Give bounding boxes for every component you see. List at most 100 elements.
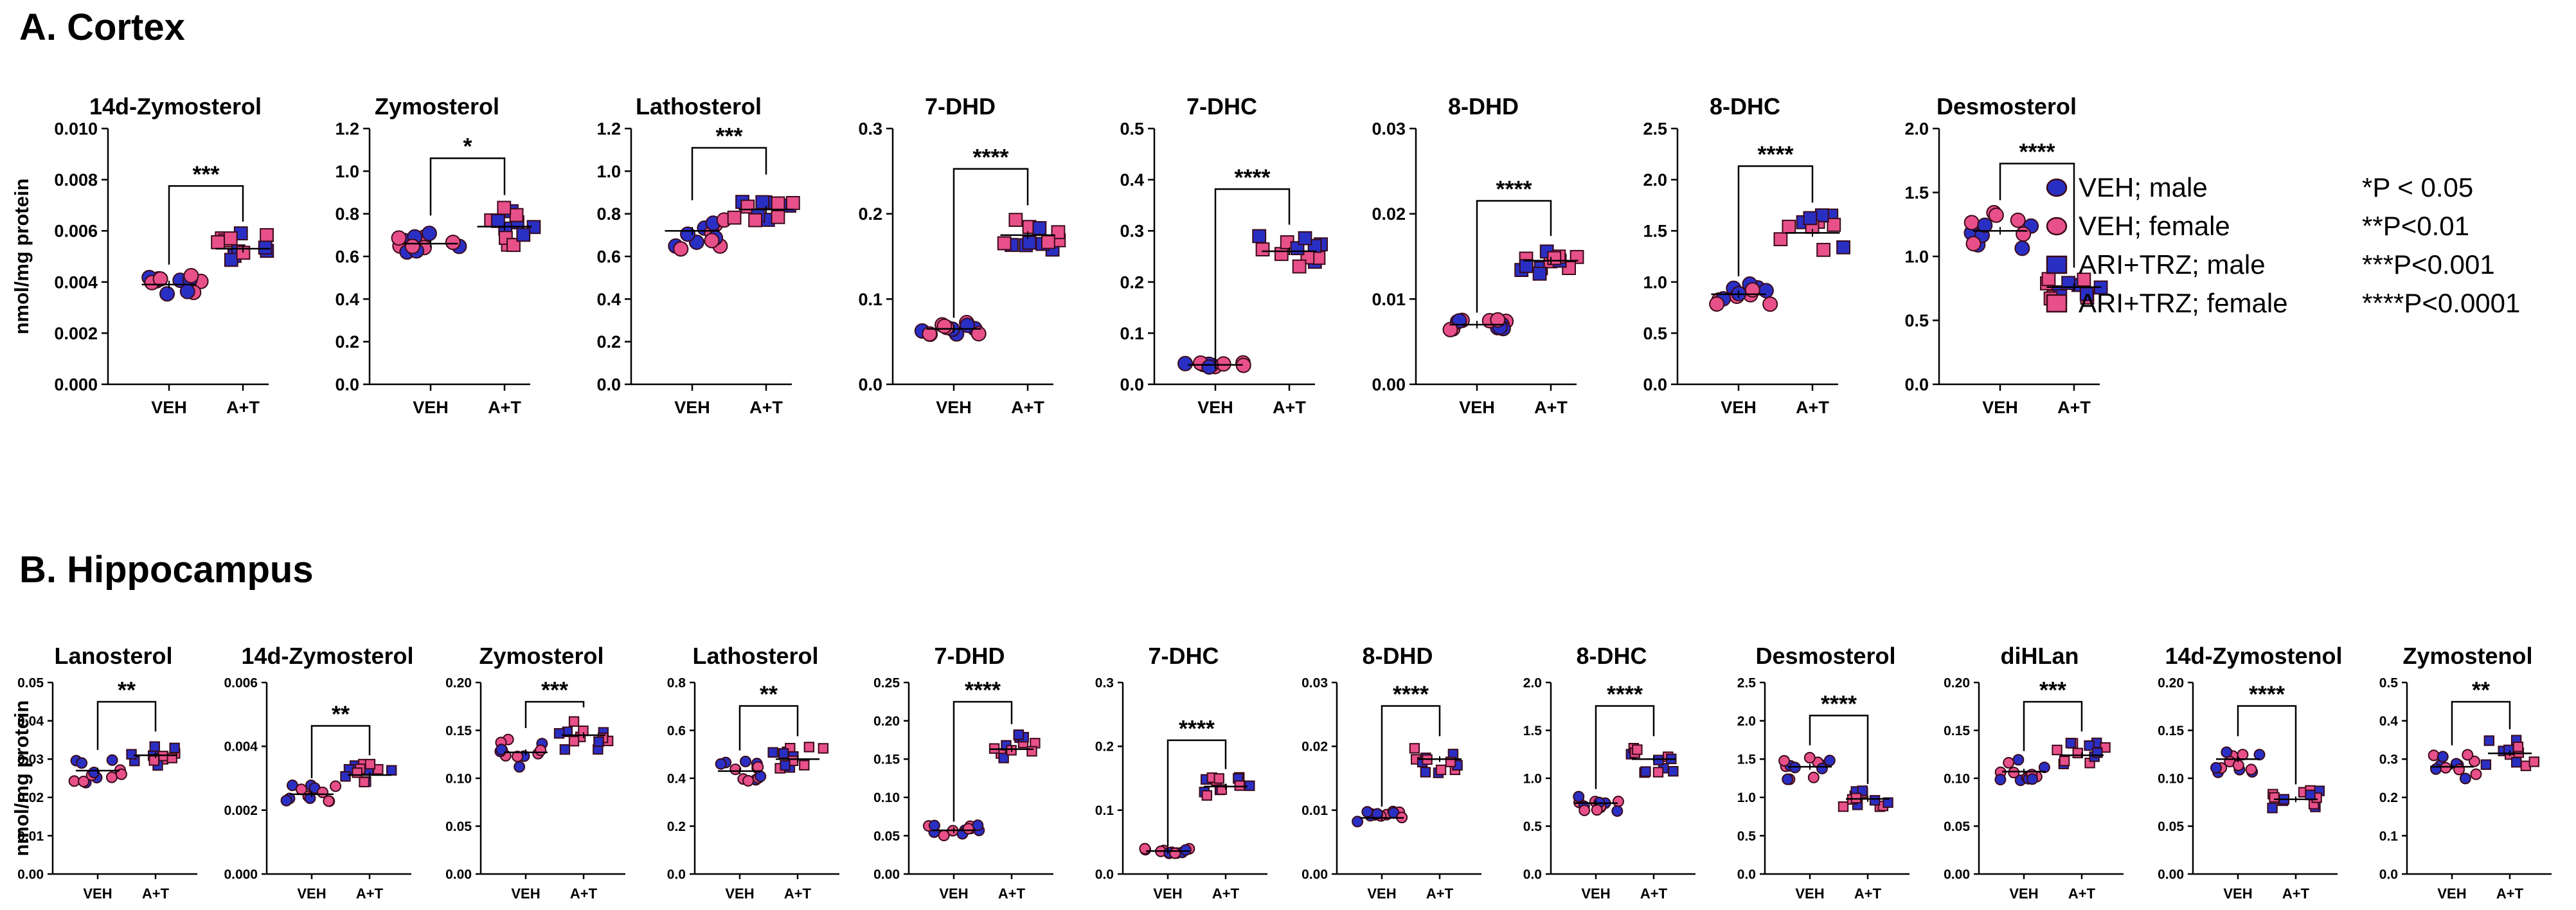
y-tick-label: 0.5: [1523, 819, 1543, 834]
y-tick-label: 0.4: [2379, 714, 2399, 729]
y-tick-label: 0.20: [873, 714, 900, 729]
y-tick-label: 0.4: [596, 290, 621, 309]
data-point-at: [997, 236, 1012, 251]
data-point-at: [559, 744, 571, 755]
y-tick-label: 0.5: [1737, 829, 1757, 844]
y-tick-label: 0.2: [2379, 790, 2398, 805]
y-tick-label: 0.6: [667, 724, 686, 738]
y-tick-label: 0.1: [1095, 803, 1114, 818]
y-tick-label: 0.20: [445, 675, 472, 690]
data-point-at: [223, 231, 238, 245]
data-point-at: [803, 742, 815, 753]
data-point-veh: [1994, 774, 2007, 786]
data-point-veh: [391, 230, 407, 246]
significance-legend-label: *P < 0.05: [2362, 172, 2473, 202]
data-point-veh: [421, 226, 437, 242]
data-point-at: [2511, 756, 2522, 768]
data-point-at: [1814, 208, 1829, 222]
legend-square-icon: [2046, 294, 2068, 313]
data-point-veh: [2016, 226, 2032, 242]
x-tick-label: VEH: [936, 398, 972, 417]
data-point-veh: [752, 761, 764, 773]
data-point-at: [1869, 795, 1881, 806]
y-tick-label: 0.4: [335, 290, 359, 309]
data-point-at: [1409, 743, 1420, 754]
x-tick-label: VEH: [413, 398, 449, 417]
y-tick-label: 0.00: [1301, 867, 1328, 882]
data-point-veh: [535, 744, 547, 756]
y-tick-label: 0.0: [858, 375, 882, 394]
data-point-veh: [715, 758, 727, 770]
legend-item: ARI+TRZ; female: [2046, 288, 2288, 318]
y-tick-label: 0.2: [1120, 272, 1144, 292]
legend: VEH; male VEH; female ARI+TRZ; male ARI+TRZ…: [2046, 172, 2520, 318]
data-point-at: [352, 767, 362, 778]
data-point-veh: [1201, 359, 1217, 375]
panel-title: Lanosterol: [54, 643, 172, 669]
x-tick-label: A+T: [1534, 398, 1568, 417]
y-tick-label: 0.05: [17, 675, 44, 690]
section-title: B. Hippocampus: [19, 549, 314, 591]
significance-stars: ****: [1496, 176, 1532, 202]
data-point-at: [755, 195, 770, 210]
panel-title: 14d-Zymosterol: [89, 93, 262, 120]
data-point-veh: [159, 286, 175, 302]
panel-8-dhd: 8-DHD 0.00 0.01 0.02 0.03 VEH A+T ****: [1301, 643, 1481, 902]
data-point-at: [2052, 744, 2062, 756]
y-tick-label: 0.0: [1904, 375, 1929, 394]
x-tick-label: VEH: [1197, 398, 1233, 417]
significance-stars: ****: [1179, 715, 1215, 742]
data-point-at: [149, 741, 160, 752]
panel-7-dhd: 7-DHD 0.0 0.1 0.2 0.3 VEH A+T ****: [858, 93, 1066, 417]
panel-zymosterol: Zymosterol 0.0 0.2 0.4 0.6 0.8 1.0 1.2 VEH A+T *: [335, 93, 541, 417]
data-point-veh: [928, 819, 940, 832]
data-point-at: [767, 747, 778, 758]
y-tick-label: 0.0: [1523, 867, 1542, 882]
x-tick-label: A+T: [1011, 398, 1044, 417]
x-tick-label: A+T: [1273, 398, 1306, 417]
x-tick-label: A+T: [2496, 886, 2524, 902]
data-point-veh: [1139, 843, 1151, 855]
y-tick-label: 0.02: [1372, 204, 1406, 224]
y-tick-label: 1.5: [1904, 183, 1929, 202]
data-point-veh: [514, 761, 526, 773]
data-point-veh: [2010, 212, 2026, 228]
data-point-at: [568, 716, 580, 727]
data-point-at: [771, 196, 785, 211]
data-point-at: [1519, 259, 1534, 273]
data-point-at: [2483, 735, 2495, 746]
y-tick-label: 0.3: [858, 119, 882, 138]
y-tick-label: 0.000: [224, 867, 258, 882]
y-tick-label: 0.03: [17, 753, 44, 767]
panel-title: 7-DHC: [1148, 643, 1219, 669]
y-tick-label: 0.15: [873, 753, 900, 767]
x-tick-label: A+T: [2057, 398, 2091, 417]
significance-bracket: [1381, 705, 1441, 807]
x-tick-label: A+T: [749, 398, 783, 417]
panel-8-dhd: 8-DHD 0.00 0.01 0.02 0.03 VEH A+T ****: [1372, 93, 1584, 417]
panel-title: 8-DHD: [1448, 93, 1519, 120]
y-tick-label: 0.2: [596, 332, 621, 352]
data-point-at: [1773, 232, 1788, 247]
y-tick-label: 0.0: [1120, 375, 1144, 394]
y-tick-label: 1.0: [1904, 247, 1929, 266]
data-point-at: [1547, 251, 1562, 265]
panel-title: 8-DHD: [1362, 643, 1433, 669]
y-tick-label: 1.0: [1737, 790, 1756, 805]
data-point-at: [340, 771, 351, 782]
data-point-at: [1252, 229, 1267, 244]
data-point-veh: [1807, 771, 1820, 783]
data-point-at: [771, 210, 785, 224]
data-point-at: [364, 758, 376, 770]
data-point-at: [1244, 780, 1255, 791]
panel-7-dhc: 7-DHC 0.0 0.1 0.2 0.3 0.4 0.5 VEH A+T ****: [1120, 93, 1328, 417]
data-point-veh: [1490, 312, 1506, 328]
y-tick-label: 1.5: [1643, 222, 1667, 241]
significance-bracket: [738, 705, 799, 751]
x-tick-label: VEH: [1367, 886, 1396, 902]
significance-stars: ****: [1607, 681, 1643, 708]
legend-item: VEH; male: [2046, 172, 2208, 202]
significance-stars: ****: [965, 677, 1001, 703]
significance-stars: *: [463, 133, 472, 159]
data-point-at: [1883, 797, 1893, 808]
